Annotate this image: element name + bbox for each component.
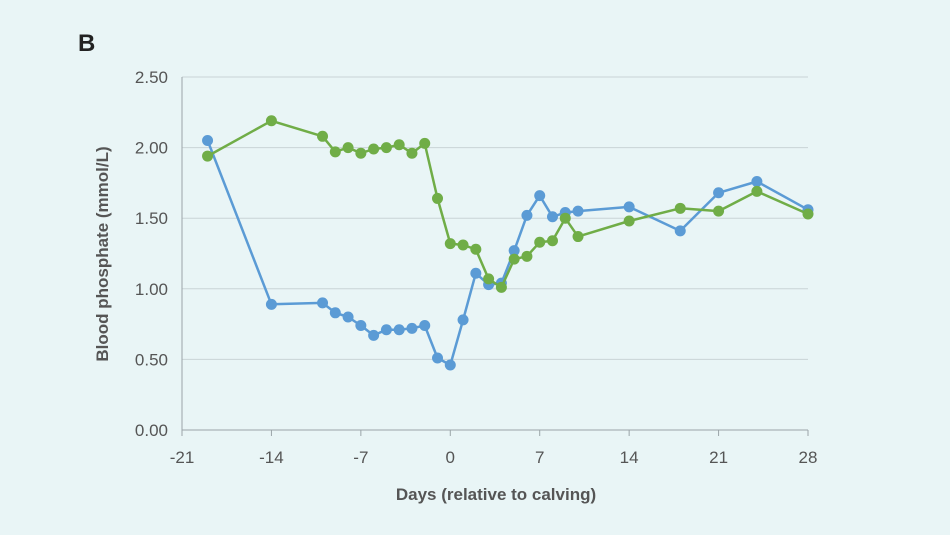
axes [181,77,809,436]
data-point [380,324,392,336]
x-tick-label: 28 [799,448,818,467]
panel-label: B [78,30,95,57]
data-point [368,143,380,155]
data-point [355,147,367,159]
x-axis-title: Days (relative to calving) [396,485,596,504]
data-point [202,150,214,162]
y-tick-labels: 0.00 0.50 1.00 1.50 2.00 2.50 [135,68,168,440]
data-point [802,208,814,220]
data-point [713,187,725,199]
series-line [206,140,809,367]
y-tick-label: 1.50 [135,209,168,228]
data-point [406,147,418,159]
data-point [521,250,533,262]
data-point [470,267,482,279]
data-point [751,175,763,187]
data-point [342,311,354,323]
data-point [751,185,763,197]
data-point [444,238,456,250]
data-point [559,212,571,224]
data-point [355,320,367,332]
x-tick-label: -7 [353,448,368,467]
x-tick-label: 21 [709,448,728,467]
data-point [444,359,456,371]
data-point [508,245,520,257]
data-point [432,352,444,364]
data-point [419,320,431,332]
data-point [495,281,507,293]
data-point [572,231,584,243]
data-point [521,209,533,221]
data-point [329,146,341,158]
x-tick-label: 14 [620,448,639,467]
series-layer [202,115,814,371]
y-tick-label: 2.50 [135,68,168,87]
data-point [419,137,431,149]
series-line [206,119,809,289]
y-tick-label: 2.00 [135,139,168,158]
data-point [342,142,354,154]
data-point [483,273,495,285]
x-tick-label: 0 [446,448,455,467]
data-point [623,215,635,227]
data-point [380,142,392,154]
data-point [329,307,341,319]
y-tick-label: 0.50 [135,350,168,369]
x-tick-labels: -21 -14 -7 0 7 14 21 28 [170,448,818,467]
x-tick-label: 7 [535,448,544,467]
x-tick-label: -14 [259,448,284,467]
data-point [202,135,214,147]
data-point [432,192,444,204]
data-point [457,314,469,326]
data-point [406,322,418,334]
data-point [572,205,584,217]
data-point [534,190,546,202]
series-2 [202,115,814,293]
y-tick-label: 1.00 [135,280,168,299]
y-axis-title: Blood phosphate (mmol/L) [93,146,112,361]
data-point [546,235,558,247]
data-point [265,298,277,310]
data-point [674,202,686,214]
data-point [368,329,380,341]
data-point [317,297,329,309]
data-point [508,253,520,265]
data-point [265,115,277,127]
data-point [713,205,725,217]
grid-lines [182,76,808,360]
data-point [393,139,405,151]
data-point [317,130,329,142]
y-tick-label: 0.00 [135,421,168,440]
data-point [470,243,482,255]
data-point [457,239,469,251]
data-point [534,236,546,248]
data-point [623,201,635,213]
data-point [393,324,405,336]
data-point [546,211,558,223]
series-1 [202,135,814,371]
x-tick-label: -21 [170,448,195,467]
data-point [674,225,686,237]
